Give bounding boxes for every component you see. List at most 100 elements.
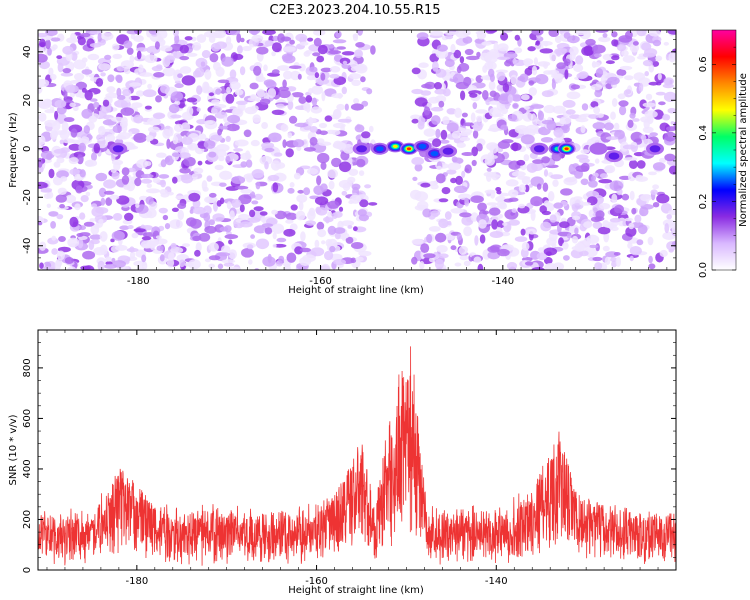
heatmap-cell — [175, 195, 185, 200]
heatmap-cell — [38, 135, 46, 146]
heatmap-cell — [609, 180, 624, 191]
heatmap-cell — [206, 175, 213, 182]
heatmap-cell — [282, 79, 287, 88]
heatmap-cell — [226, 201, 232, 210]
heatmap-cell — [46, 153, 53, 161]
heatmap-cell — [560, 188, 573, 196]
heatmap-cell — [573, 196, 583, 201]
heatmap-cell — [497, 140, 510, 149]
heatmap-cell — [455, 175, 463, 185]
heatmap-cell — [496, 71, 506, 82]
heatmap-cell — [115, 135, 127, 140]
heatmap-cell — [140, 173, 154, 179]
heatmap-cell — [154, 41, 160, 50]
heatmap-cell — [595, 30, 609, 33]
heatmap-cell — [514, 125, 529, 134]
heatmap-cell — [71, 52, 78, 61]
heatmap-cell — [133, 132, 147, 143]
heatmap-peak-level — [608, 152, 620, 160]
heatmap-cell — [217, 252, 231, 257]
heatmap-cell — [432, 61, 439, 72]
heatmap-cell — [604, 122, 614, 131]
heatmap-cell — [613, 252, 621, 256]
heatmap-cell — [112, 53, 123, 60]
heatmap-cell — [232, 53, 244, 61]
heatmap-cell — [217, 79, 230, 84]
heatmap-cell — [438, 218, 449, 229]
y-tick-label: 600 — [22, 409, 33, 428]
heatmap-cell — [173, 123, 184, 133]
heatmap-cell — [476, 115, 483, 123]
heatmap-cell — [145, 135, 154, 142]
heatmap-cell — [334, 232, 341, 240]
heatmap-cell — [320, 72, 326, 81]
heatmap-cell — [444, 31, 459, 36]
heatmap-cell — [267, 253, 272, 264]
heatmap-cell — [586, 234, 600, 244]
heatmap-cell — [568, 163, 576, 175]
heatmap-cell — [327, 211, 333, 218]
heatmap-cell — [191, 172, 203, 180]
heatmap-cell — [103, 179, 117, 189]
heatmap-cell — [511, 94, 522, 102]
heatmap-cell — [229, 69, 237, 79]
heatmap-cell — [342, 60, 348, 65]
heatmap-cell — [348, 73, 362, 80]
heatmap-cell — [600, 132, 612, 143]
heatmap-peak-level — [533, 145, 545, 153]
heatmap-cell — [119, 225, 130, 230]
y-tick-label: 800 — [22, 358, 33, 377]
heatmap-cell — [294, 122, 309, 128]
heatmap-cell — [518, 203, 526, 209]
heatmap-cell — [434, 88, 447, 95]
heatmap-cell — [105, 197, 113, 206]
heatmap-cell — [462, 122, 475, 127]
heatmap-cell — [145, 196, 154, 205]
heatmap-cell — [579, 202, 592, 206]
heatmap-cell — [531, 30, 544, 36]
heatmap-cell — [629, 255, 634, 262]
heatmap-cell — [350, 257, 357, 264]
y-tick-label: 20 — [22, 94, 33, 107]
heatmap-cell — [253, 206, 264, 212]
heatmap-cell — [105, 134, 116, 142]
heatmap-cell — [575, 55, 584, 65]
snr-panel: -180 -160 -140 0 200 400 600 800 Height of str… — [8, 329, 677, 596]
heatmap-cell — [171, 207, 179, 212]
heatmap-cell — [485, 99, 491, 106]
y-tick-label: 40 — [22, 45, 33, 58]
heatmap-peak — [557, 142, 576, 155]
heatmap-cell — [510, 74, 518, 85]
heatmap-cell — [417, 121, 425, 130]
heatmap-cell — [208, 151, 217, 158]
heatmap-cell — [98, 219, 104, 224]
heatmap-cell — [45, 30, 58, 37]
heatmap-cell — [68, 143, 82, 151]
heatmap-cell — [366, 88, 373, 95]
heatmap-cell — [592, 122, 606, 130]
heatmap-cell — [276, 237, 287, 243]
heatmap-cell — [419, 261, 425, 270]
heatmap-cell — [531, 267, 545, 270]
heatmap-cell — [162, 128, 172, 139]
heatmap-cell — [445, 34, 454, 40]
heatmap-cell — [470, 112, 476, 123]
heatmap-cell — [289, 223, 298, 231]
heatmap-cell — [289, 65, 302, 69]
heatmap-cell — [428, 181, 438, 186]
heatmap-cell — [578, 71, 589, 79]
heatmap-cell — [223, 116, 229, 123]
heatmap-cell — [255, 76, 266, 83]
heatmap-cell — [342, 143, 354, 154]
heatmap-cell — [636, 160, 646, 169]
heatmap-cell — [302, 254, 316, 263]
heatmap-cell — [308, 88, 314, 94]
heatmap-cell — [293, 172, 301, 180]
heatmap-cell — [185, 217, 197, 227]
heatmap-cell — [316, 55, 325, 63]
heatmap-cell — [459, 56, 465, 64]
heatmap-cell — [579, 250, 589, 257]
heatmap-cell — [289, 182, 295, 188]
heatmap-cell — [136, 159, 149, 169]
heatmap-cell — [213, 61, 221, 71]
